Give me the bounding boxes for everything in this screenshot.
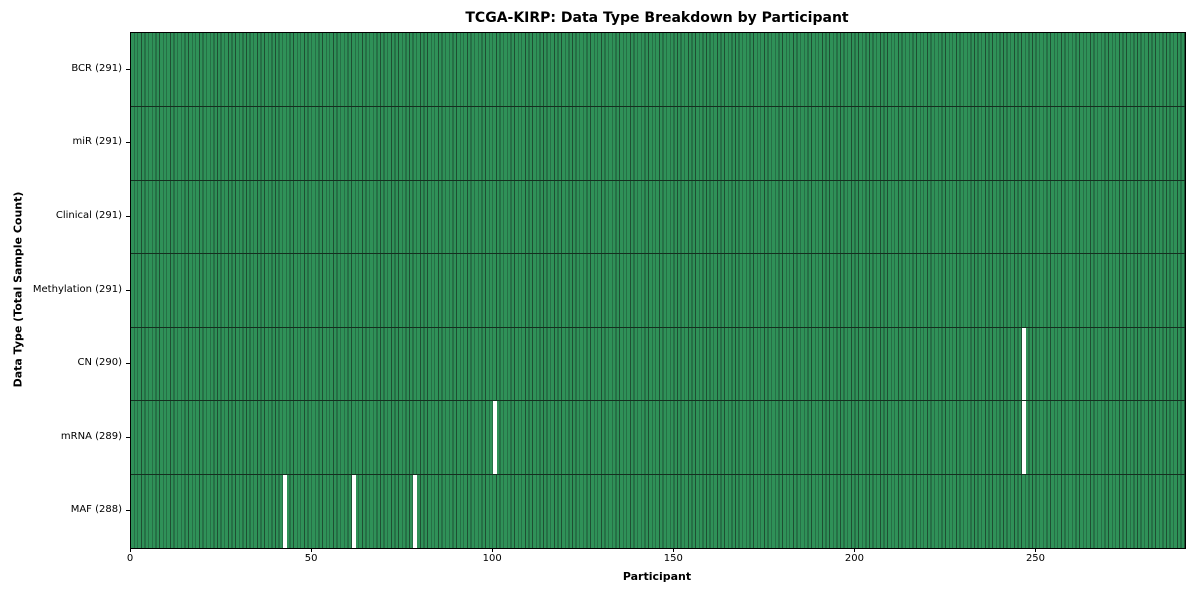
row-divider xyxy=(131,400,1185,402)
chart-title: TCGA-KIRP: Data Type Breakdown by Partic… xyxy=(465,10,849,26)
y-tick-mark xyxy=(126,142,130,144)
x-tick-label-100: 100 xyxy=(482,553,502,564)
absent-gap-mRNA-100 xyxy=(493,400,497,475)
row-divider xyxy=(131,326,1185,328)
x-tick-label-50: 50 xyxy=(304,553,318,564)
x-tick-label-250: 250 xyxy=(1025,553,1046,564)
y-tick-label-miR: miR (291) xyxy=(72,136,122,148)
y-tick-mark xyxy=(126,289,130,291)
y-tick-label-CN: CN (290) xyxy=(77,357,122,369)
y-tick-mark xyxy=(126,436,130,438)
absent-gap-CN-246 xyxy=(1021,327,1026,401)
row-divider xyxy=(131,473,1185,475)
x-tick-mark xyxy=(1035,548,1037,552)
y-tick-mark xyxy=(126,68,130,70)
plot-area: PresentAbsent xyxy=(130,32,1186,549)
absent-gap-MAF-42 xyxy=(282,474,287,548)
y-tick-label-Clinical: Clinical (291) xyxy=(55,209,122,221)
x-tick-mark xyxy=(311,548,313,552)
x-tick-mark xyxy=(492,548,494,552)
row-divider xyxy=(131,106,1185,108)
row-divider xyxy=(131,253,1185,255)
y-tick-mark xyxy=(126,363,130,365)
y-tick-label-mRNA: mRNA (289) xyxy=(60,430,122,442)
absent-gap-MAF-78 xyxy=(413,474,418,548)
x-tick-label-0: 0 xyxy=(126,553,134,564)
x-tick-mark xyxy=(130,548,131,552)
y-tick-label-BCR: BCR (291) xyxy=(71,62,122,74)
row-divider xyxy=(131,179,1185,181)
y-tick-label-MAF: MAF (288) xyxy=(70,504,122,516)
x-tick-label-150: 150 xyxy=(663,553,683,564)
x-tick-label-200: 200 xyxy=(844,553,864,564)
absent-gap-mRNA-246 xyxy=(1021,400,1026,475)
y-tick-mark xyxy=(126,510,130,512)
absent-gap-MAF-61 xyxy=(351,474,356,548)
x-tick-mark xyxy=(854,548,856,552)
y-tick-label-Methylation: Methylation (291) xyxy=(32,283,122,295)
x-tick-mark xyxy=(673,548,675,552)
y-tick-mark xyxy=(126,215,130,217)
x-axis-label: Participant xyxy=(622,570,692,583)
